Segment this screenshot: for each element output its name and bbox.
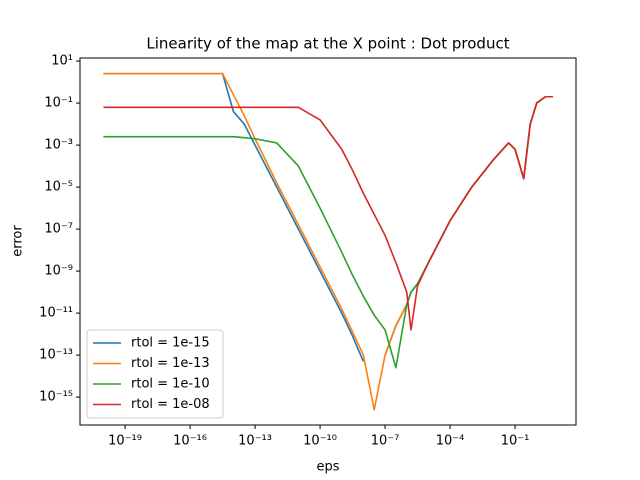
legend-box	[86, 329, 224, 419]
y-tick-label: 10⁻¹¹	[39, 306, 73, 321]
y-tick-label: 10⁻¹³	[39, 348, 73, 363]
axes-frame	[79, 57, 577, 426]
series-line	[103, 95, 553, 331]
series-line	[103, 72, 553, 362]
x-tick-label: 10⁻⁴	[436, 434, 465, 449]
y-tick-label: 10⁻⁵	[44, 180, 73, 195]
y-tick-label: 10⁻⁹	[44, 264, 73, 279]
legend-label: rtol = 1e-13	[131, 356, 210, 371]
y-tick-label: 10⁻⁷	[44, 222, 73, 237]
x-tick-label: 10⁻¹³	[238, 434, 272, 449]
legend-label: rtol = 1e-15	[131, 336, 210, 351]
y-tick-label: 10¹	[51, 54, 73, 69]
x-tick-label: 10⁻⁷	[371, 434, 400, 449]
x-tick-label: 10⁻¹⁹	[108, 434, 142, 449]
y-axis-label: error	[11, 225, 26, 257]
legend-label: rtol = 1e-08	[131, 397, 210, 412]
y-tick-label: 10⁻³	[44, 138, 73, 153]
series-line	[103, 95, 553, 369]
x-tick-label: 10⁻¹⁰	[303, 434, 337, 449]
x-tick-label: 10⁻¹⁶	[173, 434, 207, 449]
chart-title: Linearity of the map at the X point : Do…	[146, 35, 509, 53]
legend-label: rtol = 1e-10	[131, 377, 210, 392]
plot-area	[103, 72, 553, 411]
y-tick-label: 10⁻¹	[44, 96, 73, 111]
y-tick-label: 10⁻¹⁵	[39, 390, 73, 405]
x-axis-label: eps	[316, 460, 339, 475]
x-tick-label: 10⁻¹	[501, 434, 530, 449]
